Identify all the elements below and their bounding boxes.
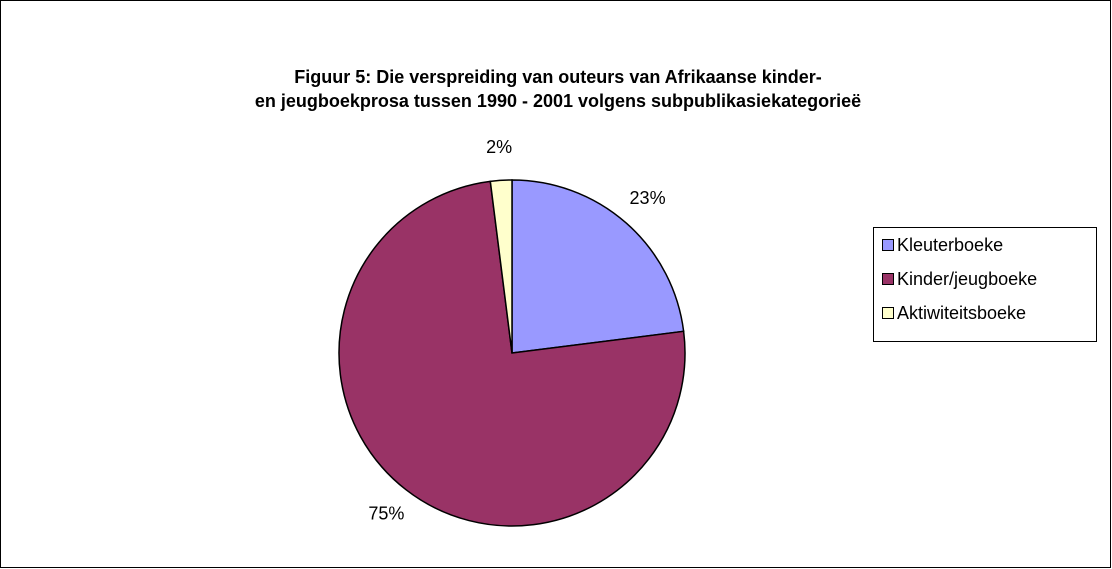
pie-slice [511,179,685,354]
legend-label: Kleuterboeke [897,235,1003,255]
legend-box [873,227,1097,342]
legend-label: Kinder/jeugboeke [897,269,1037,289]
legend-swatch [882,273,894,285]
pie-slice [489,179,513,354]
legend-swatch [882,239,894,251]
legend-label: Aktiwiteitsboeke [897,303,1026,323]
legend-swatch [882,307,894,319]
chart-title: en jeugboekprosa tussen 1990 - 2001 volg… [255,91,861,111]
data-label: 23% [630,188,666,208]
chart-title: Figuur 5: Die verspreiding van outeurs v… [294,67,821,87]
data-label: 2% [486,137,512,157]
pie-slice [338,180,686,527]
data-label: 75% [368,504,404,524]
